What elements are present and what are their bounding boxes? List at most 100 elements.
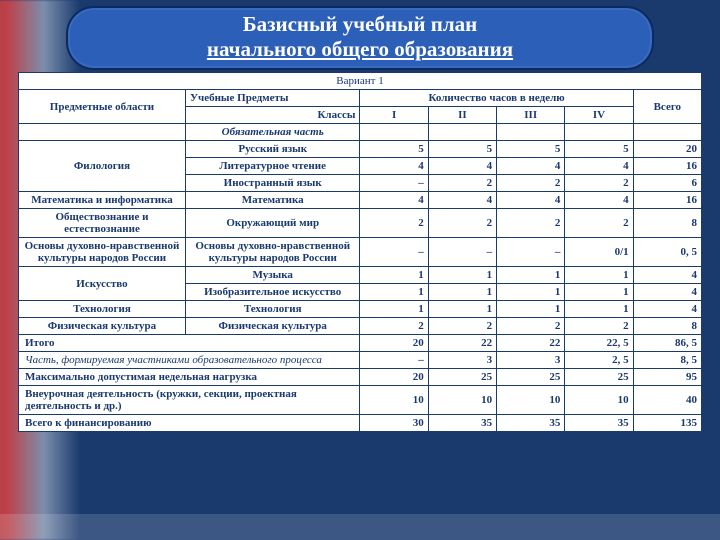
area-cell: Обществознание и естествознание — [19, 209, 186, 238]
page: { "title": { "line1": "Базисный учебный … — [0, 0, 720, 540]
value-cell: 5 — [428, 141, 496, 158]
value-cell: 4 — [565, 192, 633, 209]
hdr-subjects: Учебные Предметы — [185, 90, 360, 107]
value-cell: 135 — [633, 415, 701, 432]
value-cell: 35 — [565, 415, 633, 432]
subject-cell: Физическая культура — [185, 318, 360, 335]
value-cell: 1 — [360, 267, 428, 284]
area-cell: Основы духовно-нравственной культуры нар… — [19, 238, 186, 267]
value-cell: 25 — [428, 369, 496, 386]
header-row-1: Предметные области Учебные Предметы Коли… — [19, 90, 702, 107]
value-cell: 22 — [428, 335, 496, 352]
hdr-classes: Классы — [185, 107, 360, 124]
title-pill: Базисный учебный план начального общего … — [66, 6, 654, 70]
value-cell: 5 — [360, 141, 428, 158]
value-cell: 2 — [428, 318, 496, 335]
value-cell: – — [360, 238, 428, 267]
summary-label: Внеурочная деятельность (кружки, секции,… — [19, 386, 360, 415]
subject-cell: Музыка — [185, 267, 360, 284]
variant-label: Вариант 1 — [19, 73, 702, 90]
hdr-col-4: IV — [565, 107, 633, 124]
area-cell: Технология — [19, 301, 186, 318]
value-cell: 8, 5 — [633, 352, 701, 369]
value-cell: 25 — [497, 369, 565, 386]
value-cell: 22 — [497, 335, 565, 352]
value-cell: 20 — [360, 335, 428, 352]
value-cell: 1 — [428, 267, 496, 284]
value-cell: 4 — [428, 192, 496, 209]
footer-strip — [0, 514, 720, 540]
value-cell: 2 — [360, 318, 428, 335]
value-cell: 10 — [565, 386, 633, 415]
hdr-areas: Предметные области — [19, 90, 186, 124]
summary-label: Всего к финансированию — [19, 415, 360, 432]
subject-cell: Иностранный язык — [185, 175, 360, 192]
value-cell: 95 — [633, 369, 701, 386]
value-cell: 40 — [633, 386, 701, 415]
value-cell: 30 — [360, 415, 428, 432]
value-cell: 4 — [360, 158, 428, 175]
value-cell: 4 — [565, 158, 633, 175]
table-row: Обществознание и естествознаниеОкружающи… — [19, 209, 702, 238]
value-cell: 2 — [497, 318, 565, 335]
value-cell: – — [497, 238, 565, 267]
summary-row: Максимально допустимая недельная нагрузк… — [19, 369, 702, 386]
value-cell: 2 — [565, 209, 633, 238]
value-cell: 6 — [633, 175, 701, 192]
value-cell: 35 — [428, 415, 496, 432]
summary-row: Внеурочная деятельность (кружки, секции,… — [19, 386, 702, 415]
value-cell: 3 — [428, 352, 496, 369]
area-cell: Филология — [19, 141, 186, 192]
value-cell: 1 — [565, 267, 633, 284]
area-cell: Математика и информатика — [19, 192, 186, 209]
value-cell: 2, 5 — [565, 352, 633, 369]
value-cell: 22, 5 — [565, 335, 633, 352]
title-line-1: Базисный учебный план — [78, 12, 642, 37]
value-cell: 2 — [497, 209, 565, 238]
value-cell: 20 — [360, 369, 428, 386]
value-cell: 1 — [565, 284, 633, 301]
table-row: Основы духовно-нравственной культуры нар… — [19, 238, 702, 267]
value-cell: 10 — [497, 386, 565, 415]
value-cell: 5 — [497, 141, 565, 158]
value-cell: 8 — [633, 209, 701, 238]
summary-label: Часть, формируемая участниками образоват… — [19, 352, 360, 369]
value-cell: 0, 5 — [633, 238, 701, 267]
value-cell: 4 — [497, 158, 565, 175]
summary-label: Максимально допустимая недельная нагрузк… — [19, 369, 360, 386]
value-cell: – — [360, 175, 428, 192]
value-cell: 25 — [565, 369, 633, 386]
summary-label: Итого — [19, 335, 360, 352]
value-cell: 4 — [633, 301, 701, 318]
value-cell: 4 — [633, 267, 701, 284]
table-row: ФилологияРусский язык555520 — [19, 141, 702, 158]
value-cell: 1 — [497, 267, 565, 284]
value-cell: 1 — [497, 301, 565, 318]
table-row: ИскусствоМузыка11114 — [19, 267, 702, 284]
table-row: Физическая культураФизическая культура22… — [19, 318, 702, 335]
value-cell: 4 — [360, 192, 428, 209]
area-cell: Искусство — [19, 267, 186, 301]
subject-cell: Русский язык — [185, 141, 360, 158]
value-cell: – — [428, 238, 496, 267]
table-row: Математика и информатикаМатематика444416 — [19, 192, 702, 209]
value-cell: 3 — [497, 352, 565, 369]
value-cell: 10 — [428, 386, 496, 415]
value-cell: 2 — [428, 175, 496, 192]
area-cell: Физическая культура — [19, 318, 186, 335]
value-cell: 4 — [497, 192, 565, 209]
value-cell: 4 — [633, 284, 701, 301]
subject-cell: Математика — [185, 192, 360, 209]
value-cell: 16 — [633, 192, 701, 209]
value-cell: 2 — [565, 318, 633, 335]
table-row: ТехнологияТехнология11114 — [19, 301, 702, 318]
value-cell: – — [360, 352, 428, 369]
value-cell: 0/1 — [565, 238, 633, 267]
value-cell: 1 — [360, 301, 428, 318]
hdr-hours: Количество часов в неделю — [360, 90, 633, 107]
value-cell: 35 — [497, 415, 565, 432]
subject-cell: Окружающий мир — [185, 209, 360, 238]
hdr-col-1: I — [360, 107, 428, 124]
value-cell: 1 — [565, 301, 633, 318]
curriculum-table: Вариант 1 Предметные области Учебные Пре… — [18, 72, 702, 432]
